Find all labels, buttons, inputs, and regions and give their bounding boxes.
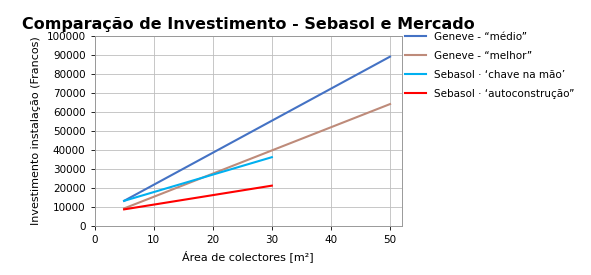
X-axis label: Área de colectores [m²]: Área de colectores [m²] <box>183 250 314 262</box>
Y-axis label: Investimento instalação (Francos): Investimento instalação (Francos) <box>31 36 41 225</box>
Legend: Geneve - “médio”, Geneve - “melhor”, Sebasol · ‘chave na mão’, Sebasol · ‘autoco: Geneve - “médio”, Geneve - “melhor”, Seb… <box>405 32 574 98</box>
Title: Comparação de Investimento - Sebasol e Mercado: Comparação de Investimento - Sebasol e M… <box>22 17 475 32</box>
